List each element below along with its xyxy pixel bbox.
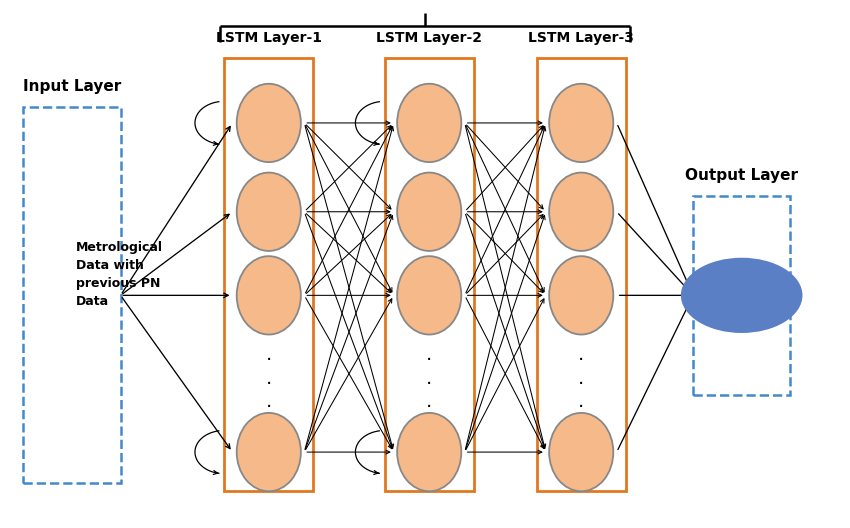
Ellipse shape xyxy=(549,413,614,491)
Ellipse shape xyxy=(397,256,462,335)
Bar xyxy=(224,58,313,491)
Text: Output Layer: Output Layer xyxy=(685,168,798,183)
Ellipse shape xyxy=(236,173,301,251)
Ellipse shape xyxy=(397,413,462,491)
Text: LSTM Layer-2: LSTM Layer-2 xyxy=(377,31,482,44)
Text: ·: · xyxy=(578,398,584,417)
Text: ·: · xyxy=(578,375,584,394)
Ellipse shape xyxy=(236,84,301,162)
Bar xyxy=(537,58,626,491)
Ellipse shape xyxy=(397,173,462,251)
Text: ·: · xyxy=(426,375,433,394)
Text: Input Layer: Input Layer xyxy=(23,79,122,94)
Ellipse shape xyxy=(236,256,301,335)
Text: ·: · xyxy=(578,351,584,370)
Text: LSTM Layer-3: LSTM Layer-3 xyxy=(529,31,634,44)
Circle shape xyxy=(681,258,802,333)
Bar xyxy=(693,196,791,394)
Text: Metrological
Data with
previous PN
Data: Metrological Data with previous PN Data xyxy=(76,241,163,308)
Ellipse shape xyxy=(549,173,614,251)
Text: ·: · xyxy=(266,398,272,417)
Ellipse shape xyxy=(397,84,462,162)
Ellipse shape xyxy=(236,413,301,491)
Bar xyxy=(385,58,473,491)
Ellipse shape xyxy=(549,256,614,335)
Text: ·: · xyxy=(266,375,272,394)
Text: LSTM Layer-1: LSTM Layer-1 xyxy=(216,31,322,44)
Text: ·: · xyxy=(426,398,433,417)
Text: ·: · xyxy=(266,351,272,370)
Bar xyxy=(24,107,121,484)
Ellipse shape xyxy=(549,84,614,162)
Text: ·: · xyxy=(426,351,433,370)
